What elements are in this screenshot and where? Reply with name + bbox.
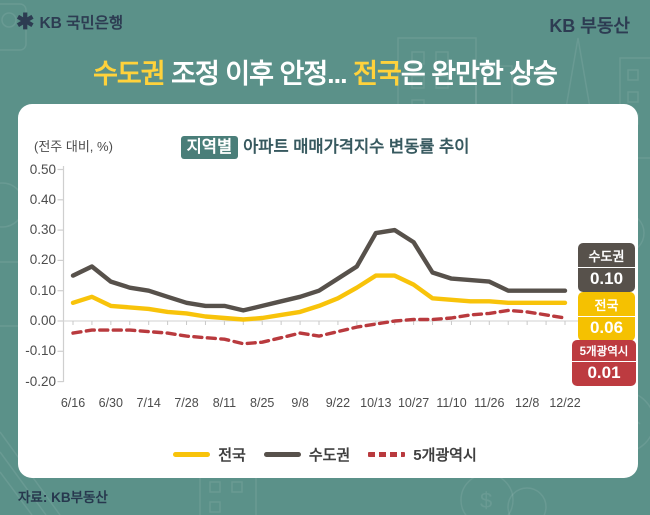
x-tick-label: 7/14	[136, 396, 161, 410]
source-note: 자료: KB부동산	[18, 490, 108, 505]
headline-text-2: 은 완만한 상승	[400, 59, 558, 89]
y-tick-label: 0.00	[29, 313, 56, 328]
end-label-nationwide-name: 전국	[578, 292, 635, 317]
chart-title-badge: 지역별	[180, 136, 239, 159]
y-tick-label: 0.20	[29, 252, 56, 268]
y-tick-label: 0.40	[29, 191, 56, 207]
y-axis-unit-label: (전주 대비, %)	[34, 139, 113, 154]
pattern-badge-icon	[0, 3, 27, 51]
end-label-five-cities: 5개광역시 0.01	[572, 340, 636, 386]
legend-swatch-five-cities	[368, 452, 406, 457]
x-tick-label: 12/22	[549, 396, 581, 410]
x-tick-label: 6/30	[98, 396, 123, 410]
legend-item-nationwide: 전국	[173, 444, 246, 465]
legend-swatch-metro	[263, 452, 301, 457]
x-tick-label: 10/27	[397, 396, 430, 410]
x-tick-label: 8/11	[212, 396, 237, 410]
x-tick-label: 11/26	[474, 396, 505, 410]
end-label-metro-name: 수도권	[578, 243, 635, 268]
chart-legend: 전국 수도권 5개광역시	[0, 444, 650, 465]
end-label-nationwide-value: 0.06	[589, 318, 624, 337]
kb-bank-logo-text: KB 국민은행	[39, 15, 124, 32]
x-tick-label: 11/10	[436, 396, 467, 410]
headline-accent-nationwide: 전국	[353, 59, 402, 89]
headline-text: 조정 이후 안정...	[164, 59, 354, 89]
y-tick-label: -0.10	[25, 343, 56, 359]
y-tick-label: 0.30	[29, 222, 56, 238]
end-label-metro-value: 0.10	[589, 269, 624, 288]
y-tick-label: 0.10	[29, 282, 56, 298]
y-tick-label: -0.20	[25, 373, 56, 389]
legend-label-metro: 수도권	[308, 447, 351, 464]
headline-accent-metro: 수도권	[93, 59, 166, 89]
end-label-metro: 수도권 0.10	[578, 243, 635, 292]
x-tick-label: 9/22	[325, 396, 351, 410]
end-label-five-cities-value: 0.01	[587, 363, 621, 382]
pattern-building-icon-2	[199, 471, 257, 515]
chart-title: 지역별 아파트 매매가격지수 변동률 추이	[0, 133, 650, 159]
headline: 수도권 조정 이후 안정... 전국은 완만한 상승	[0, 52, 650, 91]
x-tick-label: 6/16	[60, 396, 86, 410]
svg-text:$: $	[480, 488, 492, 513]
x-tick-label: 10/13	[360, 396, 392, 410]
end-label-five-cities-name: 5개광역시	[572, 340, 636, 362]
chart-title-text: 아파트 매매가격지수 변동률 추이	[243, 138, 470, 156]
kb-star-icon: ✱	[16, 9, 35, 34]
x-tick-label: 12/8	[515, 396, 540, 410]
legend-label-five-cities: 5개광역시	[413, 447, 477, 464]
chart-card	[18, 104, 638, 478]
x-tick-label: 9/8	[291, 396, 309, 410]
kb-kookmin-bank-logo: ✱ KB 국민은행	[16, 11, 123, 33]
legend-swatch-nationwide	[173, 452, 211, 457]
kb-real-estate-logo: KB 부동산	[549, 16, 630, 36]
legend-label-nationwide: 전국	[218, 447, 246, 464]
legend-item-metro: 수도권	[263, 444, 351, 465]
end-label-nationwide: 전국 0.06	[578, 292, 635, 341]
legend-item-five-cities: 5개광역시	[368, 444, 477, 465]
x-tick-label: 7/28	[174, 396, 199, 410]
y-tick-label: 0.50	[29, 161, 56, 177]
x-tick-label: 8/25	[250, 396, 275, 410]
